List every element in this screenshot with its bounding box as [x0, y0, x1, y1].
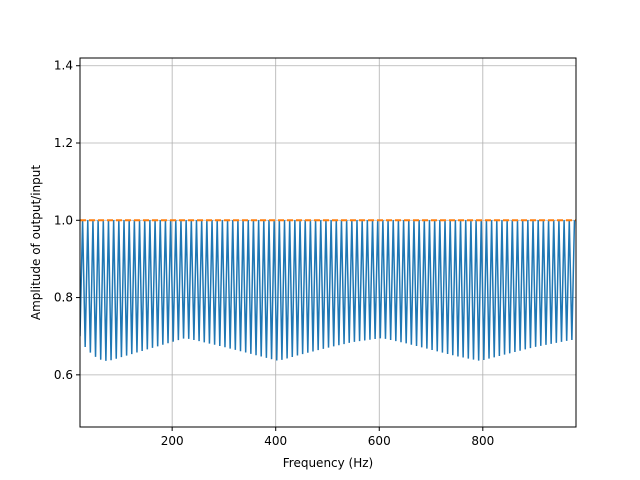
x-tick-label: 600 [368, 434, 391, 448]
y-tick-label: 0.6 [54, 368, 73, 382]
x-tick-label: 200 [161, 434, 184, 448]
x-tick-label: 400 [264, 434, 287, 448]
y-tick-label: 0.8 [54, 291, 73, 305]
x-axis-label: Frequency (Hz) [283, 456, 374, 470]
y-tick-label: 1.0 [54, 213, 73, 227]
ticks: 200 400 600 800 0.6 0.8 1.0 1.2 1.4 [54, 59, 494, 448]
series-layer [80, 219, 576, 361]
x-tick-label: 800 [471, 434, 494, 448]
y-tick-label: 1.2 [54, 136, 73, 150]
y-tick-label: 1.4 [54, 59, 73, 73]
plot-frame [79, 57, 577, 428]
y-axis-label: Amplitude of output/input [29, 165, 43, 320]
series-line-solid [80, 220, 576, 361]
